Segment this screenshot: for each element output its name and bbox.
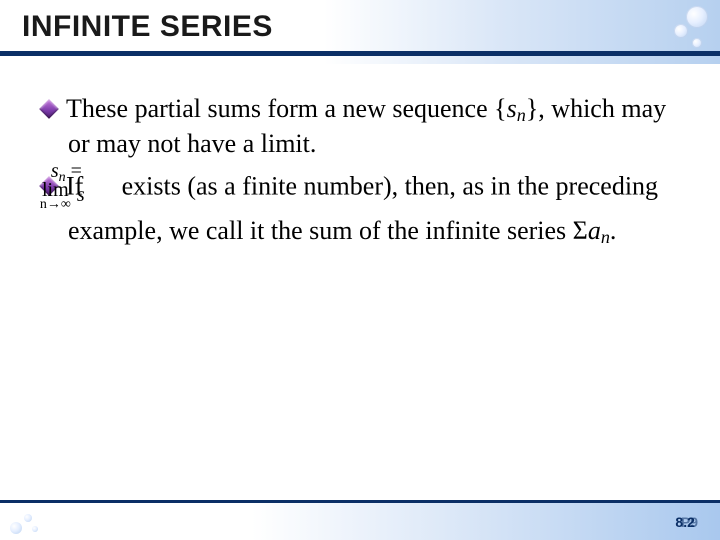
diamond-bullet-icon xyxy=(39,99,59,119)
math-subscript: n xyxy=(59,170,66,185)
page-overlay: P9 xyxy=(681,514,698,530)
circle-icon xyxy=(24,514,32,522)
math-symbol: s xyxy=(507,94,517,123)
slide-header: INFINITE SERIES xyxy=(0,0,720,64)
math-symbol: s xyxy=(51,160,59,182)
math-symbol: s xyxy=(77,184,85,206)
circle-icon xyxy=(10,522,22,534)
title-underline xyxy=(0,51,720,56)
math-subscript: n xyxy=(601,227,610,247)
circle-icon xyxy=(692,38,702,48)
limit-expression: limn→∞sn = s xyxy=(92,161,109,212)
limit-body: sn = s xyxy=(77,161,88,205)
footer-line xyxy=(0,500,720,503)
circle-icon xyxy=(32,526,38,532)
equals-sign: = xyxy=(66,160,82,182)
bullet-text: These partial sums form a new sequence { xyxy=(66,94,507,123)
bullet-text: . xyxy=(610,216,617,245)
page-number: 8.2P9 xyxy=(675,514,698,530)
limit-subscript: n→∞ xyxy=(66,198,71,212)
bullet-text: exists (as a finite number), then, as in… xyxy=(68,171,658,245)
math-subscript: n xyxy=(517,105,526,125)
slide-body: These partial sums form a new sequence {… xyxy=(0,64,720,249)
bullet-item: These partial sums form a new sequence {… xyxy=(42,92,680,161)
decorative-circles-bottom xyxy=(10,506,50,534)
circle-icon xyxy=(686,6,708,28)
math-symbol: a xyxy=(588,216,601,245)
decorative-circles-top xyxy=(650,4,710,58)
slide-footer: 8.2P9 xyxy=(0,500,720,540)
slide-title: INFINITE SERIES xyxy=(22,10,700,44)
bullet-item: If limn→∞sn = s exists (as a finite numb… xyxy=(42,163,680,250)
circle-icon xyxy=(674,24,688,38)
